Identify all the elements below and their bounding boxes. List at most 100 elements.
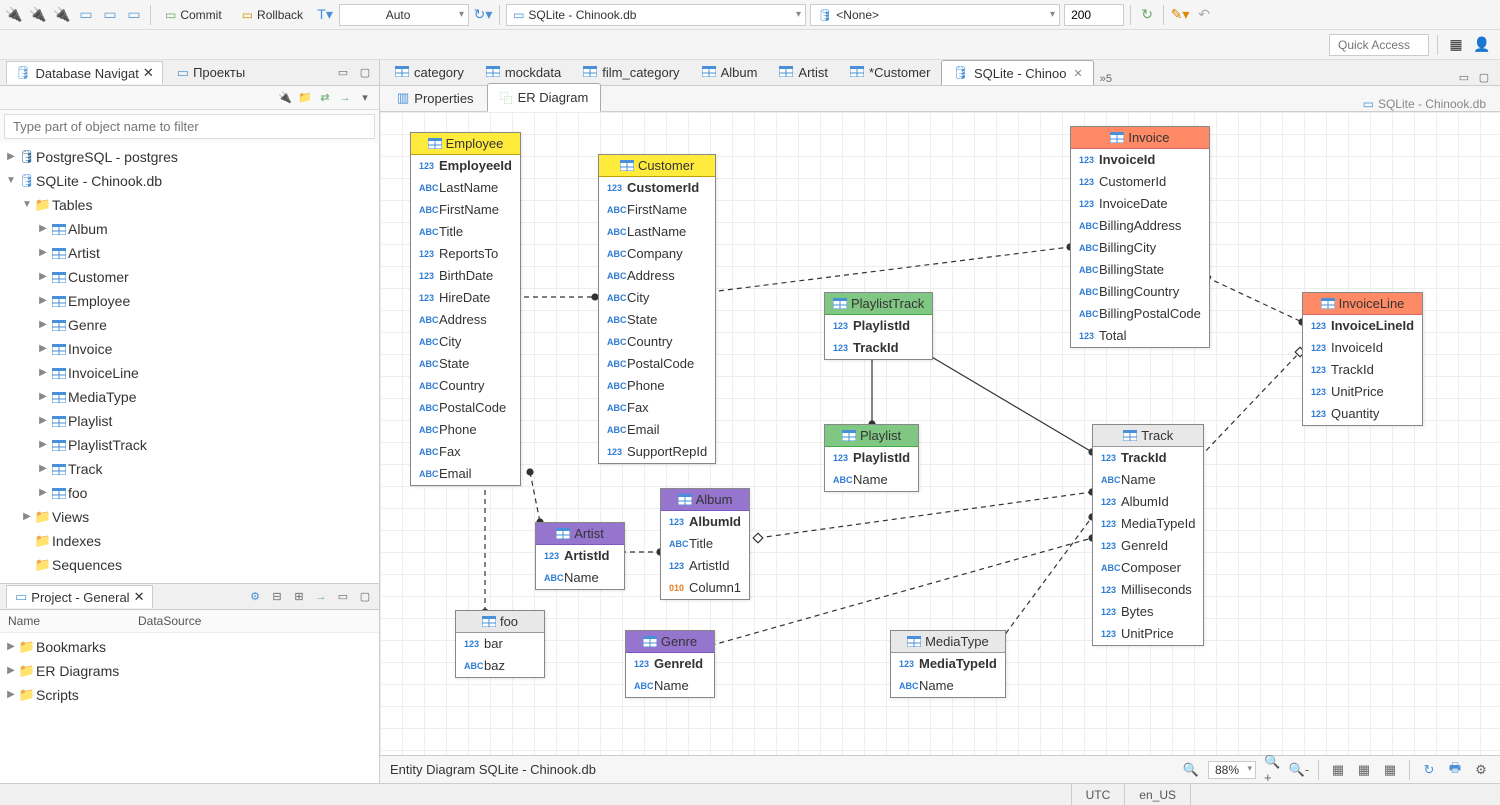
tab-db-navigator[interactable]: 🛢Database Navigat ✕: [6, 61, 163, 84]
er-table-mediatype[interactable]: MediaType123MediaTypeIdABCName: [890, 630, 1006, 698]
rollback-button[interactable]: ▭Rollback: [234, 6, 311, 24]
tab-project-general[interactable]: ▭Project - General ✕: [6, 585, 153, 608]
tree-row-invoice[interactable]: ▶Invoice: [0, 337, 379, 361]
project-tree: ▶📁Bookmarks▶📁ER Diagrams▶📁Scripts: [0, 633, 379, 783]
er-table-invoice[interactable]: Invoice123InvoiceId123CustomerId123Invoi…: [1070, 126, 1210, 348]
er-table-artist[interactable]: Artist123ArtistIdABCName: [535, 522, 625, 590]
perspective-db-icon[interactable]: ▦: [1446, 35, 1466, 55]
sub-tab-properties[interactable]: ▥Properties: [384, 85, 487, 111]
er-table-employee[interactable]: Employee123EmployeeIdABCLastNameABCFirst…: [410, 132, 521, 486]
er-table-album[interactable]: Album123AlbumIdABCTitle123ArtistId010Col…: [660, 488, 750, 600]
project-item-er-diagrams[interactable]: ▶📁ER Diagrams: [0, 659, 379, 683]
tree-row-mediatype[interactable]: ▶MediaType: [0, 385, 379, 409]
er-table-track[interactable]: Track123TrackIdABCName123AlbumId123Media…: [1092, 424, 1204, 646]
tree-row-employee[interactable]: ▶Employee: [0, 289, 379, 313]
minimize-icon[interactable]: ▭: [335, 65, 351, 81]
plug-connect-icon[interactable]: 🔌: [4, 5, 24, 25]
tree-row-postgresql-postgres[interactable]: ▶🛢PostgreSQL - postgres: [0, 145, 379, 169]
project-item-scripts[interactable]: ▶📁Scripts: [0, 683, 379, 707]
maximize-icon[interactable]: ▢: [357, 65, 373, 81]
editor-tab-category[interactable]: category: [384, 60, 475, 85]
tree-row-genre[interactable]: ▶Genre: [0, 313, 379, 337]
editor-tab-artist[interactable]: Artist: [768, 60, 839, 85]
plug-add-icon[interactable]: 🔌: [28, 5, 48, 25]
stop-icon[interactable]: ✎▾: [1170, 5, 1190, 25]
settings-diagram-icon[interactable]: ⚙: [1472, 761, 1490, 779]
er-table-foo[interactable]: foo123barABCbaz: [455, 610, 545, 678]
tx-mode-icon[interactable]: T▾: [315, 5, 335, 25]
editor-tab--customer[interactable]: *Customer: [839, 60, 941, 85]
er-table-playlist[interactable]: Playlist123PlaylistIdABCName: [824, 424, 919, 492]
max-editor-icon[interactable]: ▢: [1476, 69, 1492, 85]
tree-row-album[interactable]: ▶Album: [0, 217, 379, 241]
tree-row-sqlite-chinook-db[interactable]: ▼🛢SQLite - Chinook.db: [0, 169, 379, 193]
er-table-genre[interactable]: Genre123GenreIdABCName: [625, 630, 715, 698]
tree-row-customer[interactable]: ▶Customer: [0, 265, 379, 289]
editor-tab-album[interactable]: Album: [691, 60, 769, 85]
sql-recent-icon[interactable]: ▭: [100, 5, 120, 25]
tab-projects[interactable]: ▭Проекты: [169, 62, 253, 84]
close-icon[interactable]: ✕: [143, 65, 154, 81]
print-icon[interactable]: 🖶: [1446, 761, 1464, 779]
tree-row-indexes[interactable]: 📁Indexes: [0, 529, 379, 553]
new-folder-icon[interactable]: 📁: [297, 90, 313, 106]
datasource-combo-1[interactable]: ▭SQLite - Chinook.db: [506, 4, 806, 26]
nav-filter-input[interactable]: [4, 114, 375, 139]
commit-button[interactable]: ▭Commit: [157, 6, 230, 24]
plug-disconnect-icon[interactable]: 🔌: [52, 5, 72, 25]
tree-row-track[interactable]: ▶Track: [0, 457, 379, 481]
er-table-playlisttrack[interactable]: PlaylistTrack123PlaylistId123TrackId: [824, 292, 933, 360]
tree-row-invoiceline[interactable]: ▶InvoiceLine: [0, 361, 379, 385]
tx-mode-combo[interactable]: Auto: [339, 4, 469, 26]
sql-new-icon[interactable]: ▭: [76, 5, 96, 25]
max-icon[interactable]: ▢: [357, 589, 373, 605]
zoom-combo[interactable]: 88%: [1208, 761, 1256, 779]
er-table-invoiceline[interactable]: InvoiceLine123InvoiceLineId123InvoiceId1…: [1302, 292, 1423, 426]
layout-2-icon[interactable]: ▦: [1355, 761, 1373, 779]
quick-access-input[interactable]: [1329, 34, 1429, 56]
project-item-bookmarks[interactable]: ▶📁Bookmarks: [0, 635, 379, 659]
collapse-icon[interactable]: ⊟: [269, 589, 285, 605]
editor-tabs-more[interactable]: »5: [1094, 73, 1118, 85]
zoom-in-icon[interactable]: 🔍+: [1264, 761, 1282, 779]
editor-tab-film-category[interactable]: film_category: [572, 60, 690, 85]
close-icon[interactable]: ✕: [1073, 67, 1082, 80]
main-toolbar: 🔌 🔌 🔌 ▭ ▭ ▭ ▭Commit ▭Rollback T▾ Auto ↻▾…: [0, 0, 1500, 30]
er-table-customer[interactable]: Customer123CustomerIdABCFirstNameABCLast…: [598, 154, 716, 464]
tree-row-tables[interactable]: ▼📁Tables: [0, 193, 379, 217]
expand-icon[interactable]: ⇄: [317, 90, 333, 106]
undo-icon[interactable]: ↶: [1194, 5, 1214, 25]
refresh-diagram-icon[interactable]: ↻: [1420, 761, 1438, 779]
editor-tab-mockdata[interactable]: mockdata: [475, 60, 572, 85]
tree-row-playlisttrack[interactable]: ▶PlaylistTrack: [0, 433, 379, 457]
refresh-icon[interactable]: ↻: [1137, 5, 1157, 25]
zoom-out-icon[interactable]: 🔍-: [1290, 761, 1308, 779]
layout-1-icon[interactable]: ▦: [1329, 761, 1347, 779]
expand-all-icon[interactable]: ⊞: [291, 589, 307, 605]
tree-row-foo[interactable]: ▶foo: [0, 481, 379, 505]
search-icon[interactable]: 🔍: [1182, 761, 1200, 779]
er-canvas[interactable]: Employee123EmployeeIdABCLastNameABCFirst…: [380, 112, 1500, 755]
project-col-datasource: DataSource: [138, 614, 201, 628]
perspective-other-icon[interactable]: 👤: [1472, 35, 1492, 55]
link-editor-icon[interactable]: →: [313, 589, 329, 605]
editor-tab-sqlite-chinoo[interactable]: 🛢SQLite - Chinoo✕: [941, 60, 1093, 86]
diagram-status-text: Entity Diagram SQLite - Chinook.db: [390, 762, 596, 777]
tree-row-views[interactable]: ▶📁Views: [0, 505, 379, 529]
close-icon[interactable]: ✕: [134, 589, 145, 605]
history-icon[interactable]: ↻▾: [473, 5, 493, 25]
datasource-combo-2[interactable]: 🛢<None>: [810, 4, 1060, 26]
connect-toggle-icon[interactable]: 🔌: [277, 90, 293, 106]
layout-3-icon[interactable]: ▦: [1381, 761, 1399, 779]
min-editor-icon[interactable]: ▭: [1456, 69, 1472, 85]
tree-row-artist[interactable]: ▶Artist: [0, 241, 379, 265]
menu-icon[interactable]: ▾: [357, 90, 373, 106]
sub-tab-er-diagram[interactable]: ⿻ER Diagram: [487, 83, 602, 112]
fetch-size-input[interactable]: [1064, 4, 1124, 26]
tree-row-sequences[interactable]: 📁Sequences: [0, 553, 379, 577]
sql-add-icon[interactable]: ▭: [124, 5, 144, 25]
min-icon[interactable]: ▭: [335, 589, 351, 605]
link-icon[interactable]: →: [337, 90, 353, 106]
settings-icon[interactable]: ⚙: [247, 589, 263, 605]
tree-row-playlist[interactable]: ▶Playlist: [0, 409, 379, 433]
